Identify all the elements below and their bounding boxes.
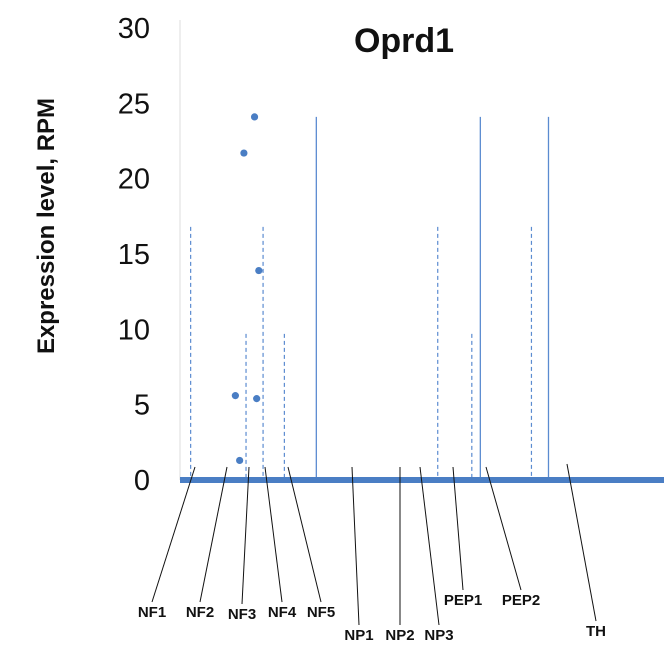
category-leader-line — [351, 466, 360, 626]
category-label: NP3 — [424, 627, 453, 644]
y-tick-label: 25 — [118, 88, 150, 120]
data-point — [236, 456, 244, 465]
y-axis-label: Expression level, RPM — [33, 98, 60, 354]
category-label: NF4 — [268, 604, 297, 621]
category-leader-line — [485, 466, 522, 591]
y-tick-label: 0 — [134, 465, 150, 497]
y-tick-label: 30 — [118, 13, 150, 45]
data-point — [231, 392, 239, 400]
category-leader-line — [287, 466, 322, 603]
category-label: NP1 — [344, 627, 373, 644]
category-label: NF2 — [186, 604, 214, 621]
category-label: TH — [586, 623, 606, 640]
category-label: PEP2 — [502, 592, 540, 609]
category-label: PEP1 — [444, 592, 482, 609]
y-tick-label: 15 — [118, 239, 150, 271]
category-leader-line — [566, 463, 597, 622]
category-leader-line — [241, 466, 250, 605]
chart-title: Oprd1 — [354, 22, 454, 60]
category-leader-line — [264, 466, 283, 603]
y-tick-label: 20 — [118, 164, 150, 196]
data-point — [240, 149, 248, 157]
y-tick-label: 10 — [118, 314, 150, 346]
data-point — [250, 113, 259, 121]
category-label: NP2 — [385, 627, 414, 644]
category-leader-line — [419, 466, 440, 626]
category-label: NF5 — [307, 604, 335, 621]
category-label: NF3 — [228, 606, 256, 623]
category-leader-line — [452, 466, 464, 591]
category-label: NF1 — [138, 604, 166, 621]
data-point — [255, 266, 263, 275]
category-leader-line — [151, 466, 196, 603]
y-tick-label: 5 — [134, 390, 150, 422]
category-leader-line — [199, 466, 228, 603]
data-point — [253, 395, 261, 403]
